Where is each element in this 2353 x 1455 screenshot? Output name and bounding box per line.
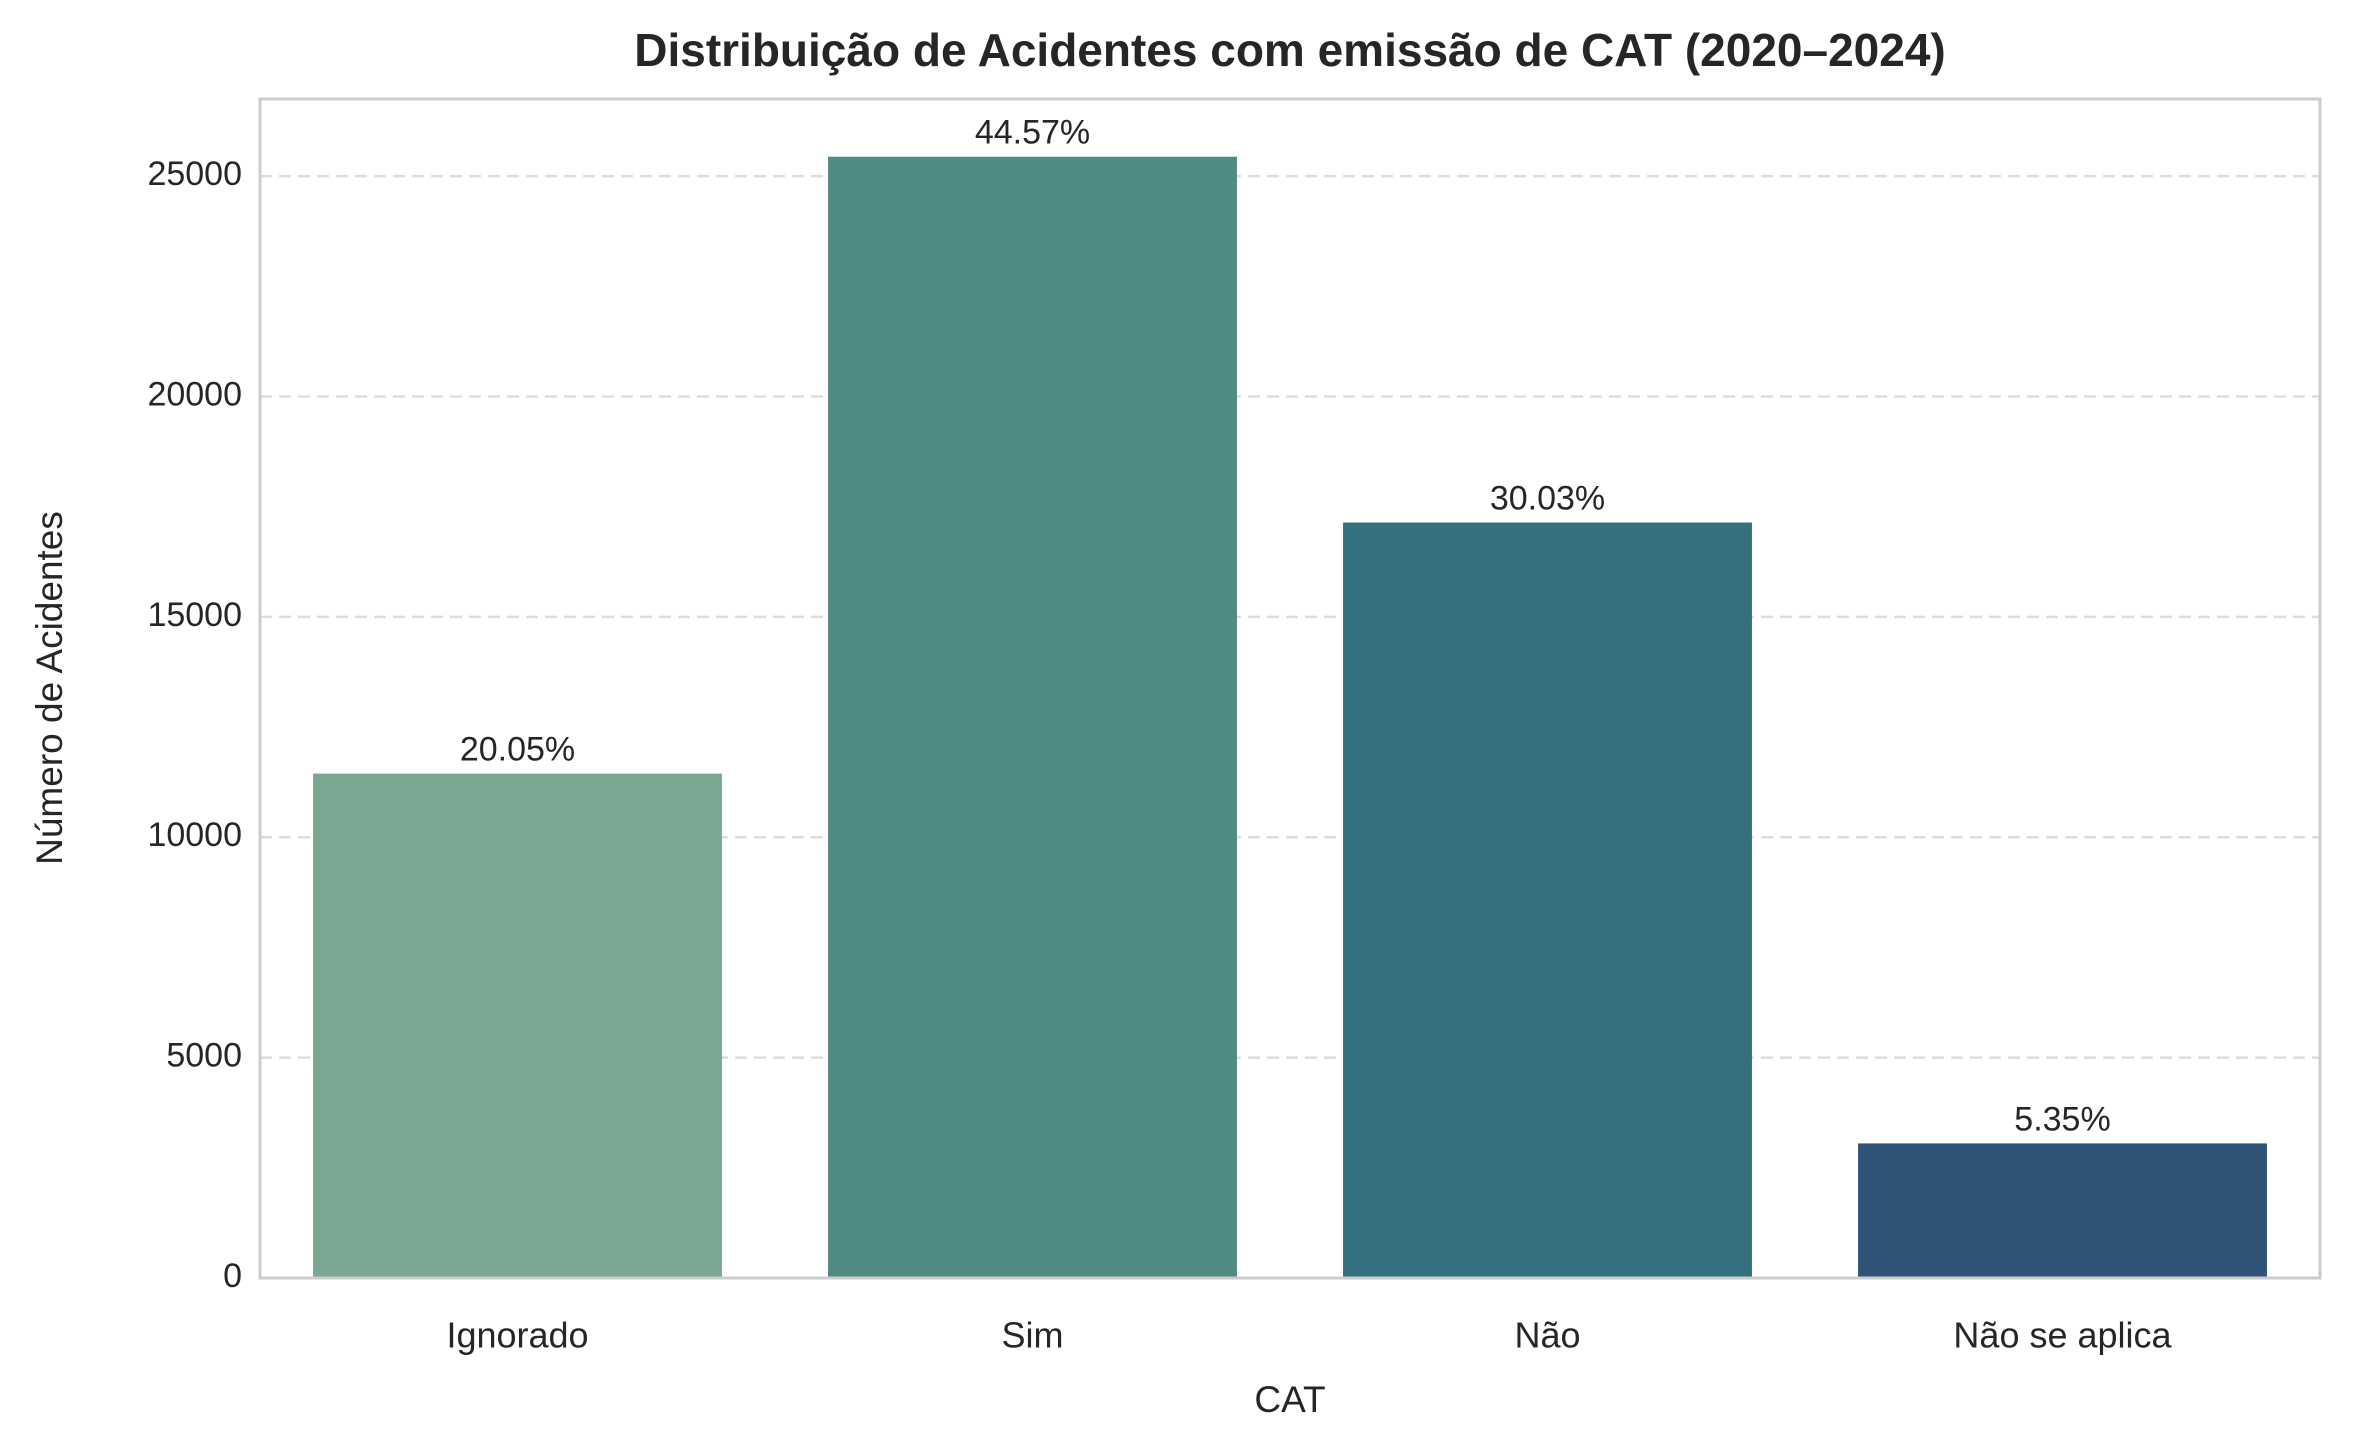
bar-annotation: 20.05% — [460, 731, 575, 769]
y-tick-label: 0 — [223, 1257, 242, 1295]
bar — [1343, 522, 1752, 1278]
y-tick-label: 20000 — [147, 375, 242, 413]
y-tick-label: 15000 — [147, 596, 242, 634]
bar — [828, 156, 1237, 1279]
bar — [313, 773, 722, 1278]
plot-frame — [258, 97, 2322, 1280]
x-tick-label: Não se aplica — [1953, 1315, 2172, 1356]
x-tick-label: Não — [1514, 1315, 1580, 1356]
bar-annotation: 44.57% — [975, 114, 1090, 152]
chart-title: Distribuição de Acidentes com emissão de… — [634, 24, 1946, 76]
x-tick-label: Ignorado — [446, 1315, 588, 1356]
y-tick-label: 5000 — [166, 1037, 242, 1075]
bar-annotation: 5.35% — [2014, 1100, 2110, 1138]
y-tick-label: 25000 — [147, 155, 242, 193]
y-axis-label: Número de Acidentes — [29, 511, 70, 865]
x-axis-label: CAT — [1254, 1379, 1325, 1420]
bar — [1858, 1143, 2267, 1278]
bar-annotation: 30.03% — [1490, 479, 1605, 517]
x-tick-label: Sim — [1002, 1315, 1064, 1356]
y-tick-label: 10000 — [147, 816, 242, 854]
